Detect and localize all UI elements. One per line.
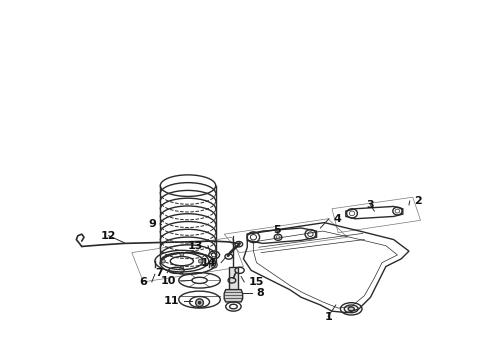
Circle shape — [180, 266, 184, 270]
Text: 10: 10 — [161, 276, 176, 286]
Text: 8: 8 — [257, 288, 264, 298]
Text: 14: 14 — [201, 258, 217, 267]
Circle shape — [198, 259, 202, 263]
Text: 2: 2 — [415, 196, 422, 206]
Circle shape — [180, 252, 184, 256]
Text: 5: 5 — [273, 225, 280, 235]
Bar — [229, 266, 238, 289]
Circle shape — [161, 259, 165, 263]
Text: 13: 13 — [188, 241, 203, 251]
Polygon shape — [224, 289, 243, 302]
Text: 15: 15 — [249, 277, 264, 287]
Text: 12: 12 — [101, 231, 117, 241]
Circle shape — [211, 262, 217, 268]
Text: 6: 6 — [139, 277, 147, 287]
Circle shape — [198, 301, 201, 304]
Text: 3: 3 — [367, 200, 374, 210]
Text: 1: 1 — [324, 311, 332, 321]
Circle shape — [196, 299, 203, 306]
Ellipse shape — [348, 307, 354, 311]
Text: 4: 4 — [334, 214, 342, 224]
Text: 7: 7 — [155, 267, 163, 278]
Text: 11: 11 — [164, 296, 179, 306]
Text: 9: 9 — [148, 219, 156, 229]
